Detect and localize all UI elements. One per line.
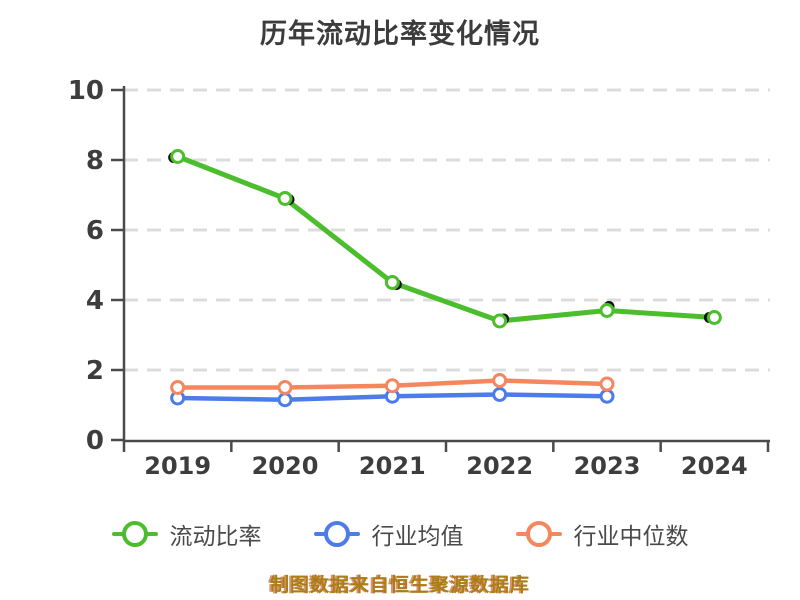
y-tick-label: 2 [86,356,104,386]
x-tick-label: 2023 [574,452,641,480]
data-point-marker-current_ratio[interactable] [492,313,508,329]
y-tick-label: 0 [86,426,104,456]
x-tick-label: 2024 [681,452,748,480]
legend-label: 流动比率 [169,524,262,550]
data-point-marker-industry_median[interactable] [599,376,615,392]
y-tick-label: 8 [86,146,104,176]
data-point-marker-industry_avg[interactable] [599,388,615,404]
data-point-marker-industry_median[interactable] [277,380,293,395]
legend-circle-marker-icon [121,521,148,547]
legend-line-marker-icon [313,521,360,547]
legend-line-marker-icon [111,521,158,547]
y-tick-label: 10 [68,76,104,106]
legend-item-industry_median[interactable]: 行业中位数 [515,517,689,551]
chart-title: 历年流动比率变化情况 [260,19,540,50]
legend-line-marker-icon [515,521,562,547]
legend-circle-marker-icon [525,521,552,547]
series-line-current_ratio [175,154,717,324]
legend-item-current_ratio[interactable]: 流动比率 [111,517,262,551]
data-point-marker-current_ratio[interactable] [599,303,615,318]
data-point-marker-current_ratio[interactable] [170,149,186,164]
data-point-marker-current_ratio[interactable] [384,275,400,290]
legend-circle-marker-icon [323,521,350,547]
data-point-marker-current_ratio[interactable] [277,191,293,206]
legend-label: 行业中位数 [573,524,689,550]
x-tick-label: 2019 [144,452,211,480]
data-point-marker-industry_avg[interactable] [277,392,293,408]
legend-item-industry_avg[interactable]: 行业均值 [313,517,464,551]
chart-legend: 流动比率 行业均值 行业中位数 [0,517,800,551]
x-tick-label: 2022 [466,452,533,480]
data-point-marker-industry_median[interactable] [384,378,400,394]
y-tick-label: 4 [86,286,104,316]
data-point-marker-industry_median[interactable] [492,373,508,388]
x-tick-label: 2021 [359,452,426,480]
source-caption: 制图数据来自恒生聚源数据库 [269,574,530,596]
y-tick-label: 6 [86,216,104,246]
data-point-marker-current_ratio[interactable] [706,310,722,325]
legend-label: 行业均值 [371,524,464,550]
data-point-marker-industry_avg[interactable] [492,387,508,402]
data-point-marker-industry_median[interactable] [170,380,186,395]
x-tick-label: 2020 [252,452,319,480]
